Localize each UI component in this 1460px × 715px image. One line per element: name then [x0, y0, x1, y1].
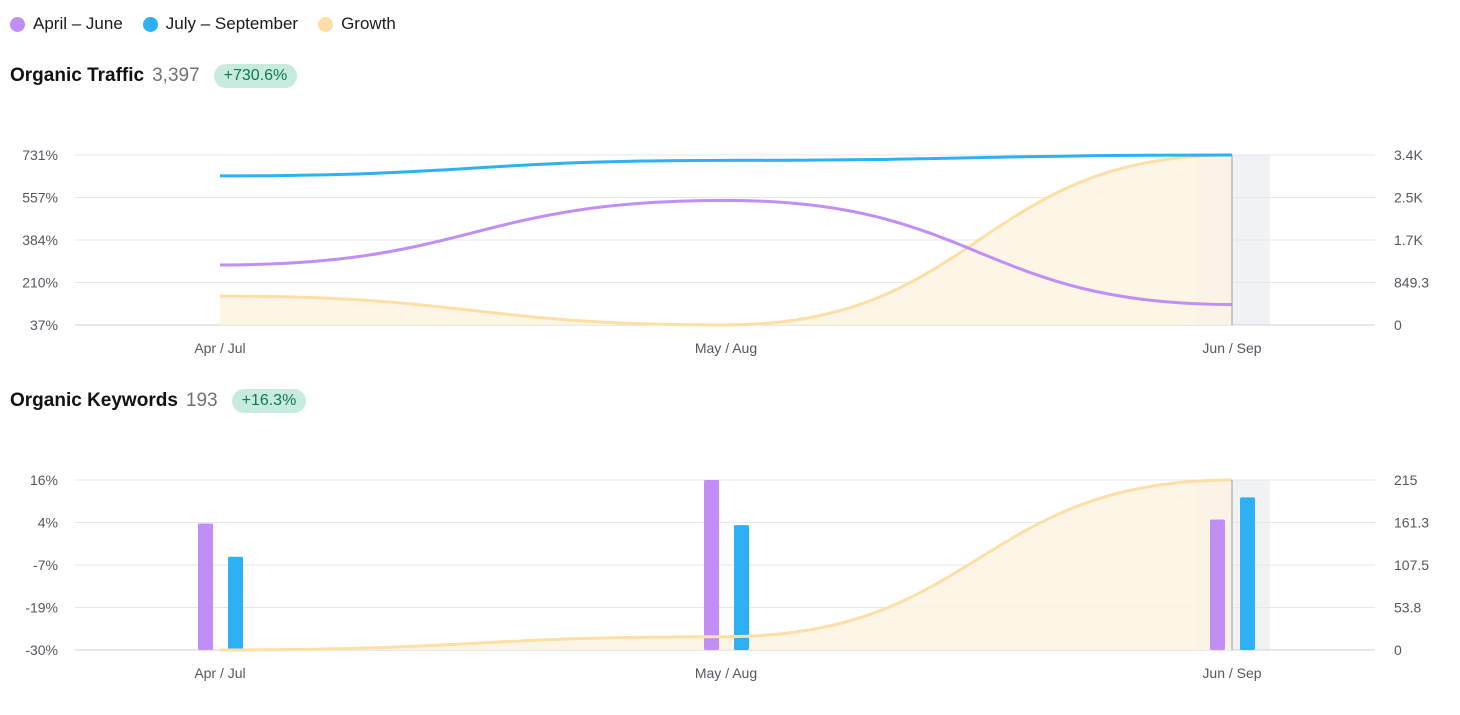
x-axis-tick: Apr / Jul — [194, 340, 245, 356]
keywords-growth-badge: +16.3% — [231, 389, 307, 413]
right-axis-tick: 0 — [1394, 317, 1402, 333]
legend-label-april-june: April – June — [33, 14, 123, 33]
traffic-value: 3,397 — [152, 65, 200, 86]
x-axis-tick: May / Aug — [695, 340, 757, 356]
growth-area — [220, 155, 1232, 325]
left-axis-tick: 384% — [22, 232, 58, 248]
chart-legend: April – June July – September Growth — [10, 14, 396, 34]
legend-dot-july-september — [142, 16, 158, 32]
keywords-header: Organic Keywords 193 +16.3% — [10, 389, 307, 413]
x-axis-tick: Jun / Sep — [1202, 665, 1261, 681]
bar-april-june — [704, 480, 719, 650]
left-axis-tick: -30% — [25, 642, 58, 658]
bar-july-september — [1240, 497, 1255, 650]
organic-traffic-chart[interactable]: 731% 3.4K 557% 2.5K 384% 1.7K 210% 849.3 37% 0 Apr… — [0, 0, 1460, 370]
right-axis-tick: 161.3 — [1394, 515, 1429, 531]
bar-july-september — [228, 556, 243, 650]
left-axis-tick: 557% — [22, 190, 58, 206]
legend-item-july-september[interactable]: July – September — [142, 14, 299, 34]
series-line-july-september — [219, 153, 1233, 178]
right-axis-tick: 3.4K — [1394, 147, 1423, 163]
bar-july-september — [734, 525, 749, 650]
right-axis-tick: 0 — [1394, 642, 1402, 658]
growth-line — [219, 478, 1233, 652]
left-axis-tick: -7% — [33, 557, 58, 573]
left-axis-tick: -19% — [25, 600, 58, 616]
legend-dot-april-june — [10, 16, 25, 32]
left-axis-tick: 4% — [38, 515, 58, 531]
x-axis-tick: May / Aug — [695, 665, 757, 681]
left-axis-tick: 37% — [30, 317, 58, 333]
legend-dot-growth — [318, 16, 334, 32]
x-axis-tick: Jun / Sep — [1202, 340, 1261, 356]
left-axis-tick: 16% — [30, 472, 58, 488]
traffic-header: Organic Traffic 3,397 +730.6% — [10, 64, 298, 88]
keywords-value: 193 — [185, 390, 218, 411]
legend-item-april-june[interactable]: April – June — [10, 14, 123, 34]
right-axis-tick: 2.5K — [1394, 190, 1423, 206]
keywords-title: Organic Keywords — [10, 390, 178, 411]
series-line-april-june — [219, 198, 1233, 307]
growth-area — [220, 480, 1232, 650]
left-axis-tick: 731% — [22, 147, 58, 163]
left-axis-tick: 210% — [22, 275, 58, 291]
traffic-title: Organic Traffic — [10, 65, 145, 86]
traffic-growth-badge: +730.6% — [213, 64, 298, 88]
x-axis-tick: Apr / Jul — [194, 665, 245, 681]
right-axis-tick: 849.3 — [1394, 275, 1429, 291]
bar-april-june — [198, 523, 213, 650]
legend-label-growth: Growth — [341, 14, 396, 33]
right-axis-tick: 53.8 — [1394, 600, 1421, 616]
legend-label-july-september: July – September — [165, 14, 299, 33]
right-axis-tick: 107.5 — [1394, 557, 1429, 573]
right-axis-tick: 215 — [1394, 472, 1418, 488]
legend-item-growth[interactable]: Growth — [318, 14, 396, 34]
bar-april-june — [1210, 519, 1225, 650]
right-axis-tick: 1.7K — [1394, 232, 1423, 248]
growth-line — [219, 153, 1233, 327]
